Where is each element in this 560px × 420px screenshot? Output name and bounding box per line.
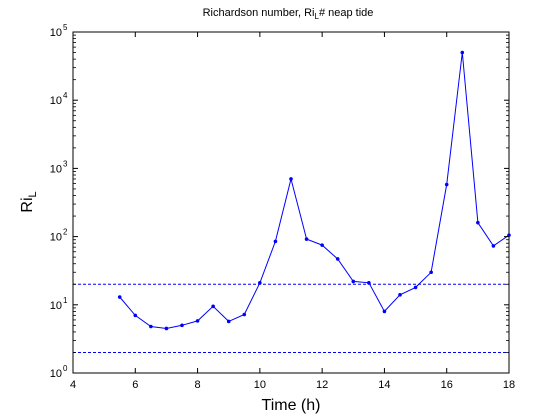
x-axis: 4 6 8 10 12 14 16 18 xyxy=(70,32,515,391)
data-point xyxy=(444,182,449,187)
data-point xyxy=(195,319,200,323)
data-point xyxy=(289,177,293,181)
data-point xyxy=(180,323,184,328)
y-tick-exponent: 3 xyxy=(63,159,68,168)
x-tick-label: 16 xyxy=(441,379,453,391)
x-tick-label: 14 xyxy=(378,379,390,391)
data-point xyxy=(133,313,138,318)
data-point xyxy=(164,326,169,331)
chart-title: Richardson number, RiL# neap tide xyxy=(203,7,374,21)
x-tick-label: 18 xyxy=(503,379,515,391)
data-point xyxy=(507,233,511,237)
data-point xyxy=(367,281,371,285)
x-tick-label: 12 xyxy=(316,379,328,391)
x-tick-label: 10 xyxy=(254,379,266,391)
plot-area xyxy=(72,31,510,374)
y-tick-exponent: 1 xyxy=(63,296,68,305)
series-line-0 xyxy=(119,52,510,330)
data-point xyxy=(398,293,402,297)
data-point xyxy=(258,281,262,285)
y-tick-exponent: 0 xyxy=(63,364,68,373)
y-tick-label: 10 xyxy=(50,368,62,380)
x-axis-label: Time (h) xyxy=(262,397,321,414)
data-point xyxy=(335,257,340,261)
reference-lines xyxy=(73,283,509,353)
series-layer xyxy=(117,50,511,331)
y-tick-label: 10 xyxy=(50,300,62,312)
y-tick-exponent: 2 xyxy=(63,228,68,237)
y-tick-exponent: 5 xyxy=(63,23,68,32)
data-point xyxy=(491,244,496,248)
y-tick-exponent: 4 xyxy=(63,91,68,100)
data-point xyxy=(304,237,309,241)
data-point xyxy=(226,319,231,324)
y-tick-label: 10 xyxy=(50,27,62,39)
x-tick-label: 8 xyxy=(195,379,201,391)
y-tick-label: 10 xyxy=(50,232,62,244)
data-point xyxy=(117,295,122,299)
y-tick-label: 10 xyxy=(50,163,62,175)
data-point xyxy=(211,304,215,309)
data-point xyxy=(242,312,247,317)
data-point xyxy=(413,285,418,290)
data-point xyxy=(149,324,153,329)
x-tick-label: 6 xyxy=(132,379,138,391)
data-point xyxy=(460,50,465,55)
data-point xyxy=(320,243,324,247)
y-axis-label: RiL xyxy=(19,191,39,212)
data-point xyxy=(476,220,480,225)
data-point xyxy=(429,270,433,275)
data-point xyxy=(382,309,387,314)
y-tick-label: 10 xyxy=(50,95,62,107)
x-tick-label: 4 xyxy=(70,379,76,391)
data-point xyxy=(273,239,278,244)
data-point xyxy=(351,279,356,284)
